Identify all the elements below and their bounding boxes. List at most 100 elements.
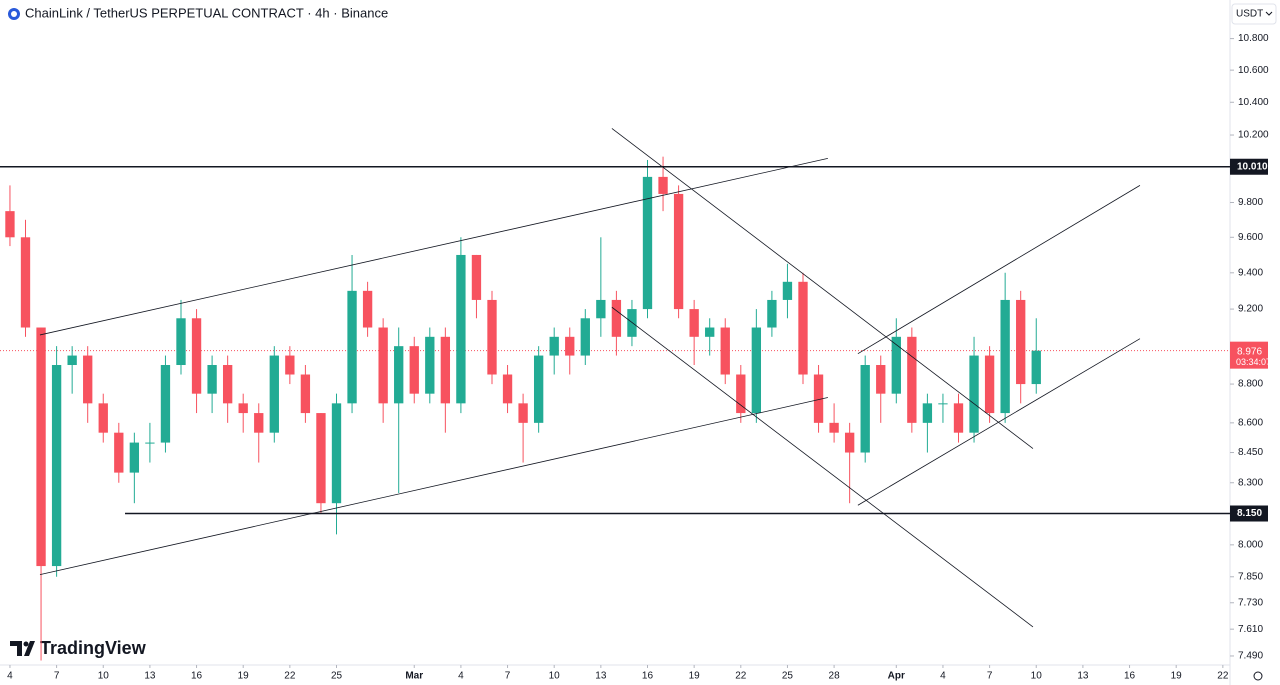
candle-body xyxy=(798,281,808,375)
candle-body xyxy=(160,365,171,443)
x-tick-label: 4 xyxy=(458,671,464,682)
brand-logo: TradingView xyxy=(10,638,147,658)
candle-body xyxy=(191,318,202,394)
settings-icon[interactable] xyxy=(1253,671,1263,681)
plot-area xyxy=(0,128,1230,661)
candle-body xyxy=(238,403,248,414)
candle-body xyxy=(844,432,855,453)
x-tick-label: 22 xyxy=(735,671,747,682)
trendline xyxy=(857,338,1141,506)
x-tick-label: 22 xyxy=(284,671,296,682)
candle-body xyxy=(36,327,46,567)
candle-body xyxy=(673,193,684,310)
candle-body xyxy=(813,374,824,423)
countdown-label: 03:34:07 xyxy=(1236,357,1271,367)
y-tick-label: 8.450 xyxy=(1238,447,1263,458)
currency-label[interactable]: USDT xyxy=(1236,9,1263,20)
logo-mark-dot xyxy=(23,641,29,647)
y-tick-label: 10.200 xyxy=(1238,130,1269,141)
candle-body xyxy=(316,413,326,504)
candle-body xyxy=(222,365,233,404)
candle-body xyxy=(269,355,279,433)
candle-body xyxy=(705,327,715,337)
candle-body xyxy=(611,299,622,337)
y-tick-label: 9.800 xyxy=(1238,197,1263,208)
candle-body xyxy=(98,403,108,433)
candle-body xyxy=(969,355,979,433)
candle-body xyxy=(549,336,559,356)
candle-body xyxy=(129,442,140,473)
x-tick-label: Apr xyxy=(888,671,905,682)
logo-mark-slash xyxy=(24,641,35,656)
x-tick-label: 19 xyxy=(689,671,701,682)
trendline xyxy=(39,397,828,576)
x-tick-label: 7 xyxy=(987,671,993,682)
y-tick-label: 10.600 xyxy=(1238,65,1269,76)
x-tick-label: 4 xyxy=(7,671,13,682)
level-label: 8.150 xyxy=(1237,508,1262,519)
candle-body xyxy=(471,254,482,300)
trendline xyxy=(857,185,1141,355)
x-tick-label: 10 xyxy=(1031,671,1043,682)
candle-body xyxy=(207,365,217,394)
x-tick-label: 22 xyxy=(1217,671,1229,682)
currency-caret[interactable] xyxy=(1265,11,1273,16)
y-tick-label: 9.400 xyxy=(1238,267,1263,278)
trendline xyxy=(611,128,1034,449)
currency-button[interactable] xyxy=(1231,3,1277,25)
y-tick-label: 7.850 xyxy=(1238,571,1263,582)
y-tick-label: 7.610 xyxy=(1238,624,1263,635)
candle-body xyxy=(254,413,264,433)
y-tick-label: 8.600 xyxy=(1238,417,1263,428)
x-tick-label: 4 xyxy=(940,671,946,682)
candle-body xyxy=(394,346,404,404)
logo-mark xyxy=(10,641,22,656)
candle-body xyxy=(907,336,917,423)
x-tick-label: 19 xyxy=(238,671,250,682)
candle-body xyxy=(658,176,668,194)
candle-body xyxy=(876,365,886,394)
x-tick-label: 25 xyxy=(782,671,794,682)
y-tick-label: 8.000 xyxy=(1238,539,1263,550)
candle-body xyxy=(860,365,870,453)
candle-body xyxy=(409,346,419,394)
brand-name: TradingView xyxy=(40,638,147,658)
candle-body xyxy=(285,355,295,375)
candle-body xyxy=(51,365,62,567)
candle-body xyxy=(736,374,746,414)
candle-body xyxy=(331,403,342,504)
x-tick-label: 7 xyxy=(505,671,511,682)
x-tick-label: 19 xyxy=(1171,671,1183,682)
candle-body xyxy=(347,290,357,404)
y-tick-label: 9.600 xyxy=(1238,232,1263,243)
x-tick-label: 13 xyxy=(1077,671,1089,682)
last-price-label: 8.976 xyxy=(1237,346,1262,357)
candle-body xyxy=(953,403,964,433)
candle-body xyxy=(114,432,124,473)
level-label: 10.010 xyxy=(1237,161,1268,172)
y-tick-label: 9.200 xyxy=(1238,304,1263,315)
trendline xyxy=(611,306,1034,628)
candle-body xyxy=(487,299,497,375)
candle-body xyxy=(689,309,699,337)
candle-body xyxy=(20,237,31,328)
candle-body xyxy=(829,422,839,433)
x-tick-label: Mar xyxy=(405,671,423,682)
candle-body xyxy=(642,176,653,310)
candle-body xyxy=(938,403,948,405)
y-tick-label: 8.800 xyxy=(1238,379,1263,390)
candle-body xyxy=(767,299,777,328)
candle-body xyxy=(565,336,575,356)
x-tick-label: 7 xyxy=(54,671,60,682)
level-label-box xyxy=(1230,158,1268,175)
candle-body xyxy=(782,281,793,300)
trendline xyxy=(39,157,828,336)
candle-body xyxy=(378,327,388,404)
candle-body xyxy=(596,299,606,319)
candle-body xyxy=(751,327,762,414)
candle-body xyxy=(1031,350,1041,385)
y-tick-label: 10.800 xyxy=(1238,33,1269,44)
candle-body xyxy=(518,403,528,423)
